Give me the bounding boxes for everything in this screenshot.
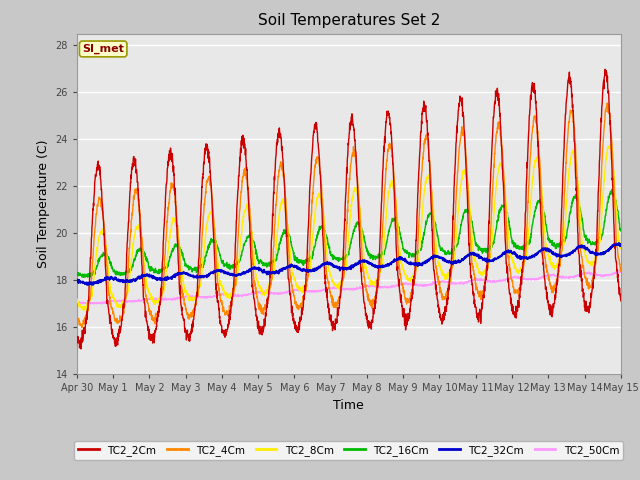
- TC2_32Cm: [225, 271, 232, 277]
- TC2_32Cm: [615, 240, 623, 246]
- Line: TC2_32Cm: TC2_32Cm: [77, 243, 621, 285]
- Line: TC2_2Cm: TC2_2Cm: [77, 69, 621, 349]
- Y-axis label: Soil Temperature (C): Soil Temperature (C): [36, 140, 50, 268]
- Title: Soil Temperatures Set 2: Soil Temperatures Set 2: [258, 13, 440, 28]
- TC2_50Cm: [376, 284, 384, 290]
- TC2_8Cm: [80, 307, 88, 313]
- TC2_4Cm: [73, 313, 81, 319]
- TC2_4Cm: [376, 265, 384, 271]
- TC2_2Cm: [602, 66, 609, 72]
- TC2_8Cm: [606, 142, 614, 147]
- TC2_16Cm: [617, 228, 625, 234]
- TC2_2Cm: [584, 305, 592, 311]
- TC2_2Cm: [376, 226, 384, 232]
- TC2_50Cm: [73, 300, 81, 306]
- TC2_4Cm: [584, 283, 592, 288]
- TC2_2Cm: [507, 295, 515, 301]
- TC2_16Cm: [569, 196, 577, 202]
- TC2_8Cm: [617, 246, 625, 252]
- TC2_8Cm: [507, 254, 515, 260]
- Line: TC2_4Cm: TC2_4Cm: [77, 103, 621, 328]
- TC2_32Cm: [73, 277, 81, 283]
- TC2_2Cm: [569, 108, 577, 114]
- TC2_4Cm: [604, 100, 611, 106]
- TC2_50Cm: [617, 269, 625, 275]
- TC2_16Cm: [609, 186, 616, 192]
- TC2_16Cm: [365, 252, 372, 258]
- TC2_8Cm: [225, 293, 232, 299]
- TC2_32Cm: [617, 241, 625, 247]
- X-axis label: Time: Time: [333, 399, 364, 412]
- TC2_50Cm: [365, 283, 372, 289]
- TC2_50Cm: [584, 270, 592, 276]
- TC2_32Cm: [507, 250, 515, 255]
- TC2_16Cm: [80, 275, 88, 280]
- TC2_50Cm: [616, 268, 624, 274]
- TC2_32Cm: [376, 264, 384, 270]
- TC2_50Cm: [225, 292, 232, 298]
- Line: TC2_16Cm: TC2_16Cm: [77, 189, 621, 277]
- TC2_2Cm: [365, 325, 372, 331]
- TC2_8Cm: [376, 266, 384, 272]
- TC2_4Cm: [78, 325, 86, 331]
- TC2_4Cm: [617, 265, 625, 271]
- TC2_32Cm: [584, 246, 592, 252]
- TC2_8Cm: [569, 149, 577, 155]
- TC2_8Cm: [584, 260, 592, 265]
- TC2_4Cm: [225, 311, 232, 317]
- Line: TC2_50Cm: TC2_50Cm: [77, 271, 621, 304]
- TC2_8Cm: [73, 296, 81, 302]
- TC2_16Cm: [507, 233, 515, 239]
- TC2_50Cm: [569, 274, 577, 280]
- TC2_50Cm: [507, 275, 515, 281]
- TC2_32Cm: [89, 282, 97, 288]
- Line: TC2_8Cm: TC2_8Cm: [77, 144, 621, 310]
- TC2_2Cm: [73, 336, 81, 342]
- TC2_2Cm: [77, 346, 84, 352]
- TC2_4Cm: [569, 114, 577, 120]
- TC2_16Cm: [376, 252, 384, 258]
- Legend: TC2_2Cm, TC2_4Cm, TC2_8Cm, TC2_16Cm, TC2_32Cm, TC2_50Cm: TC2_2Cm, TC2_4Cm, TC2_8Cm, TC2_16Cm, TC2…: [74, 441, 623, 460]
- TC2_8Cm: [365, 275, 372, 281]
- TC2_16Cm: [225, 264, 232, 269]
- TC2_4Cm: [507, 275, 515, 281]
- Text: SI_met: SI_met: [82, 44, 124, 54]
- TC2_16Cm: [73, 272, 81, 277]
- TC2_32Cm: [365, 260, 372, 266]
- TC2_32Cm: [569, 250, 577, 256]
- TC2_4Cm: [365, 296, 372, 302]
- TC2_2Cm: [225, 317, 232, 323]
- TC2_50Cm: [83, 301, 90, 307]
- TC2_16Cm: [584, 239, 592, 244]
- TC2_2Cm: [617, 298, 625, 304]
